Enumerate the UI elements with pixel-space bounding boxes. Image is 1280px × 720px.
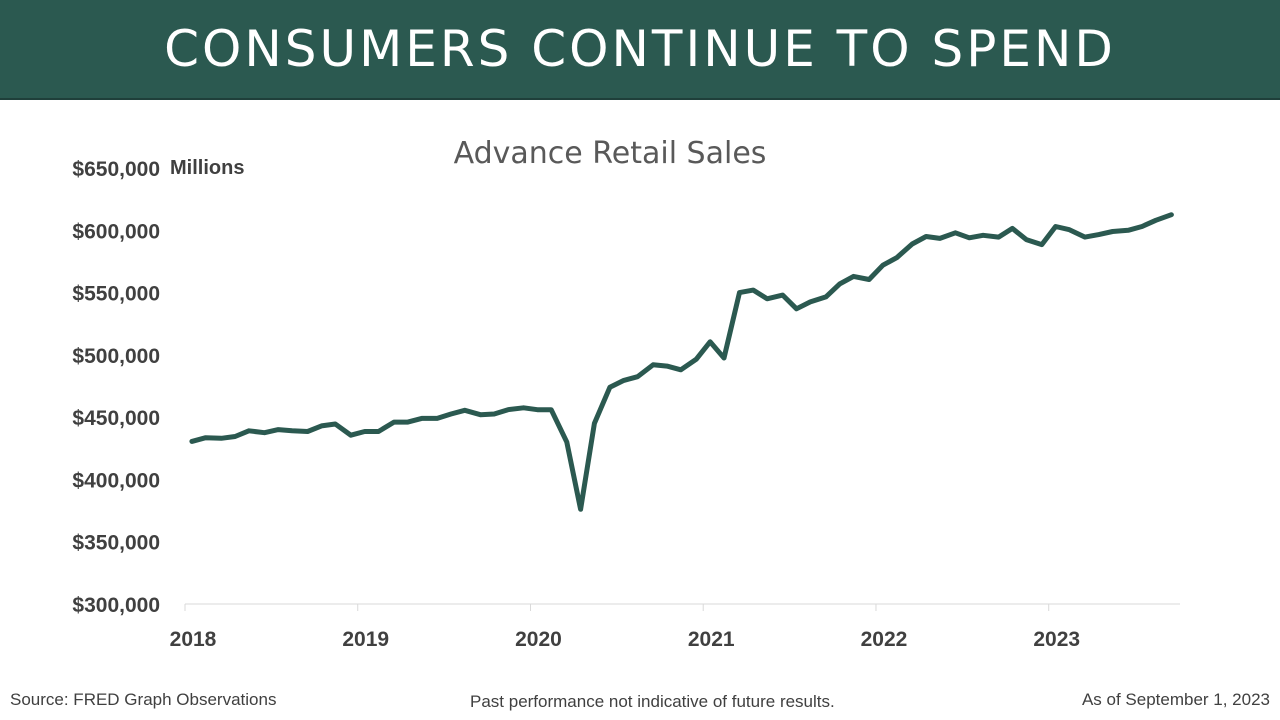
- chart-title: Advance Retail Sales: [453, 136, 767, 171]
- y-tick-label: $650,000: [72, 158, 160, 181]
- x-tick-label: 2020: [515, 628, 562, 651]
- series-group: [189, 212, 1174, 512]
- as-of-date: As of September 1, 2023: [1081, 690, 1270, 709]
- page-title: CONSUMERS CONTINUE TO SPEND: [164, 20, 1116, 78]
- x-tick-label: 2023: [1033, 628, 1080, 651]
- y-tick-label: $400,000: [72, 469, 160, 492]
- y-tick-label: $500,000: [72, 345, 160, 368]
- x-tick-label: 2019: [342, 628, 389, 651]
- y-tick-label: $600,000: [72, 220, 160, 243]
- x-tick-label: 2022: [861, 628, 908, 651]
- y-tick-label: $300,000: [72, 594, 160, 617]
- y-tick-label: $550,000: [72, 283, 160, 306]
- y-axis: $300,000 $350,000 $400,000 $450,000 $500,000…: [72, 158, 160, 617]
- disclaimer-note: Past performance not indicative of futur…: [470, 692, 835, 711]
- source-note: Source: FRED Graph Observations: [10, 690, 277, 709]
- title-banner: CONSUMERS CONTINUE TO SPEND: [0, 0, 1280, 100]
- x-axis: 2018 2019 2020 2021 2022 2023: [170, 603, 1180, 651]
- x-tick-label: 2018: [170, 628, 217, 651]
- y-tick-label: $350,000: [72, 532, 160, 555]
- x-tick-label: 2021: [688, 628, 735, 651]
- y-tick-label: $450,000: [72, 407, 160, 430]
- y-axis-unit-label: Millions: [170, 157, 245, 179]
- series-line: [189, 212, 1174, 512]
